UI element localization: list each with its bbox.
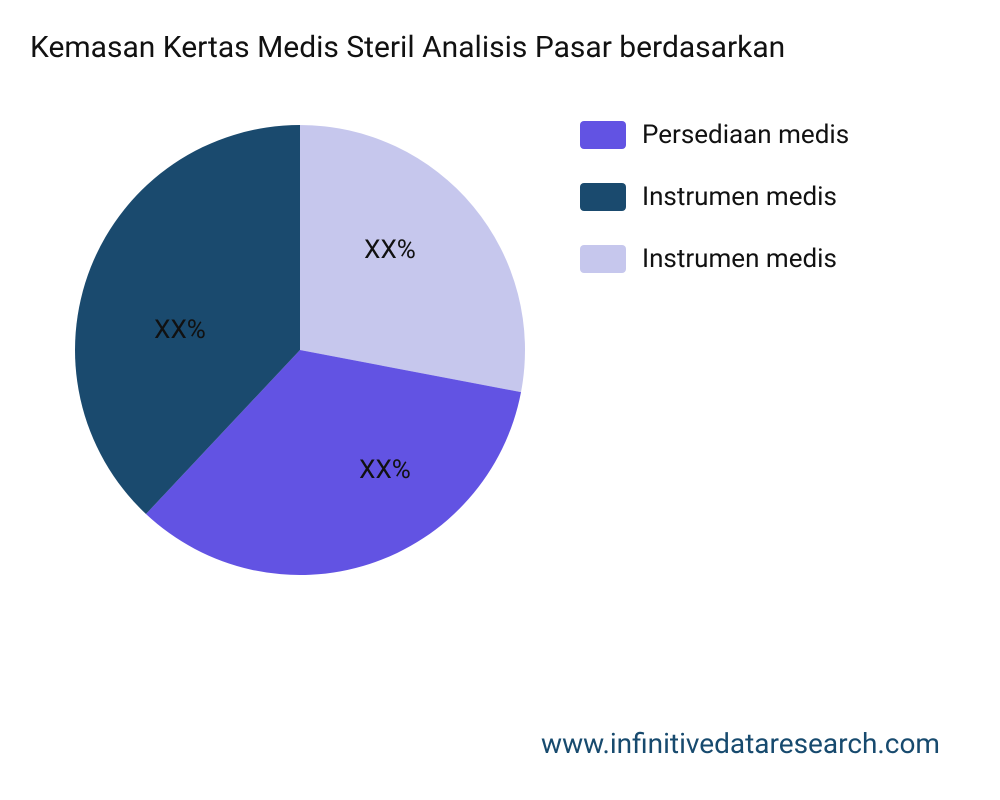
legend-label: Instrumen medis (642, 182, 837, 212)
legend: Persediaan medis Instrumen medis Instrum… (580, 120, 849, 274)
legend-label: Persediaan medis (642, 120, 849, 150)
slice-label: XX% (154, 315, 206, 345)
chart-title: Kemasan Kertas Medis Steril Analisis Pas… (30, 30, 1000, 65)
legend-item: Instrumen medis (580, 182, 849, 212)
pie-chart: XX% XX% XX% (70, 120, 530, 580)
legend-swatch (580, 183, 626, 211)
legend-item: Persediaan medis (580, 120, 849, 150)
legend-item: Instrumen medis (580, 244, 849, 274)
footer-url: www.infinitivedataresearch.com (541, 727, 940, 760)
legend-swatch (580, 121, 626, 149)
slice-label: XX% (364, 235, 416, 265)
pie-svg (70, 120, 530, 580)
legend-label: Instrumen medis (642, 244, 837, 274)
legend-swatch (580, 245, 626, 273)
slice-label: XX% (359, 455, 411, 485)
